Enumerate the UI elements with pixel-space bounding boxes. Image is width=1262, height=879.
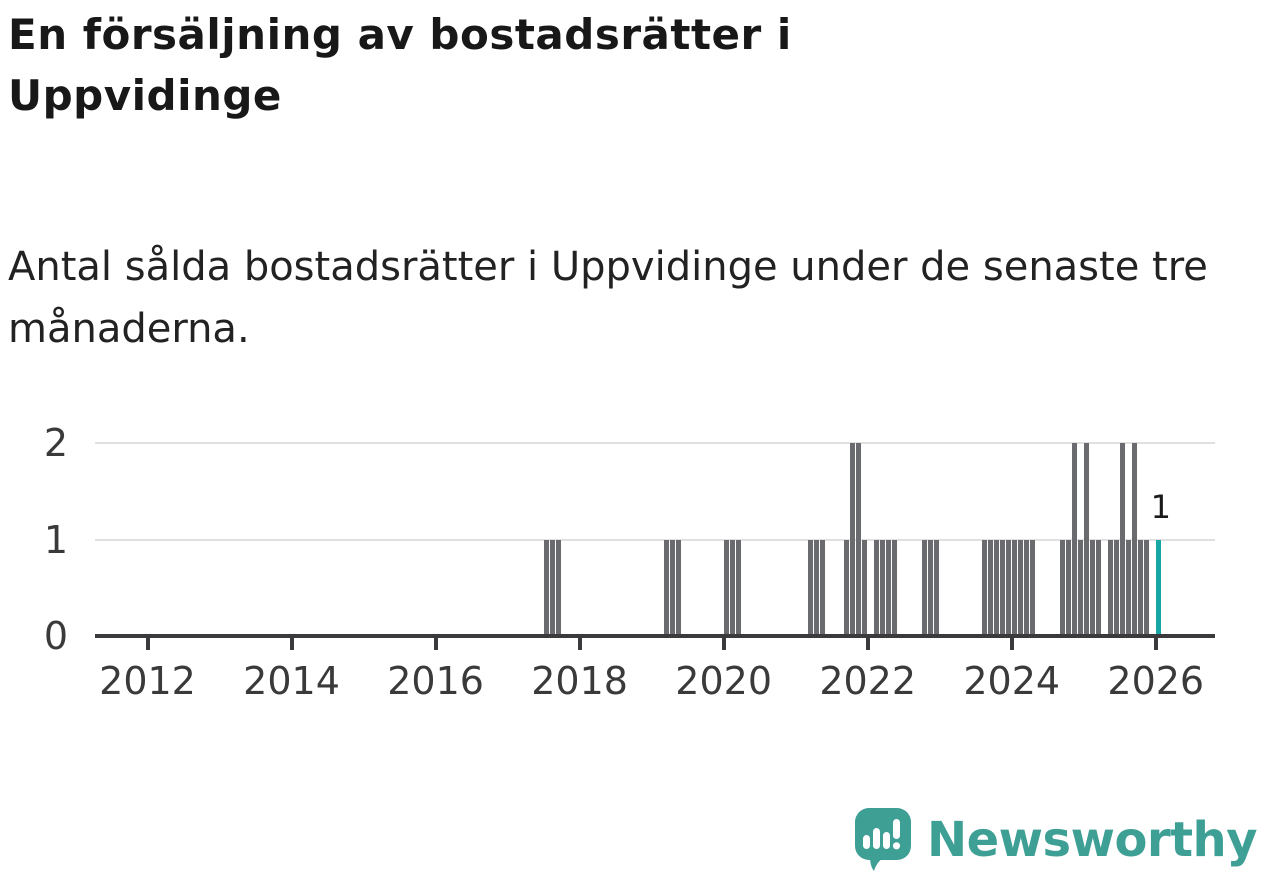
bar bbox=[820, 539, 826, 636]
x-tick-mark bbox=[1009, 636, 1014, 650]
x-tick-label: 2012 bbox=[99, 659, 196, 703]
bar bbox=[670, 539, 676, 636]
bar bbox=[1096, 539, 1102, 636]
chart-subtitle: Antal sålda bostadsrätter i Uppvidinge u… bbox=[8, 244, 1208, 352]
x-tick-label: 2014 bbox=[243, 659, 340, 703]
bar bbox=[1018, 539, 1024, 636]
bar bbox=[544, 539, 550, 636]
bar bbox=[856, 443, 862, 636]
bar bbox=[1072, 443, 1078, 636]
bar bbox=[982, 539, 988, 636]
bar bbox=[1066, 539, 1072, 636]
bar-chart: 0 1 2 2012 2014 2016 2018 2020 2022 2024 2026 1 bbox=[43, 421, 1215, 703]
bar bbox=[862, 539, 868, 636]
bar bbox=[1126, 539, 1132, 636]
bar bbox=[1114, 539, 1120, 636]
bar bbox=[1000, 539, 1006, 636]
bar bbox=[994, 539, 1000, 636]
bar bbox=[1144, 539, 1150, 636]
x-tick-mark bbox=[865, 636, 870, 650]
newsworthy-logo: Newsworthy bbox=[854, 807, 1258, 873]
x-tick-label: 2026 bbox=[1107, 659, 1205, 703]
y-tick-label: 1 bbox=[43, 517, 68, 562]
bar-highlight bbox=[1156, 539, 1162, 636]
y-tick-label: 0 bbox=[43, 614, 68, 658]
bar bbox=[814, 539, 820, 636]
x-axis-line bbox=[95, 634, 1215, 638]
bar bbox=[664, 539, 670, 636]
bar bbox=[1108, 539, 1114, 636]
bar bbox=[1138, 539, 1144, 636]
bar bbox=[1084, 443, 1090, 636]
x-tick-label: 2018 bbox=[531, 659, 628, 703]
y-tick-label: 2 bbox=[43, 421, 68, 465]
newsworthy-wordmark: Newsworthy bbox=[926, 812, 1258, 868]
bar bbox=[1012, 539, 1018, 636]
chart-title: En försäljning av bostadsrätter i Uppvid… bbox=[8, 10, 792, 120]
x-tick-label: 2024 bbox=[963, 659, 1061, 703]
x-tick-label: 2016 bbox=[387, 659, 484, 703]
bar bbox=[892, 539, 898, 636]
x-tick-mark bbox=[145, 636, 150, 650]
newsworthy-logo-icon bbox=[854, 808, 911, 871]
bar bbox=[844, 539, 850, 636]
bar bbox=[1006, 539, 1012, 636]
bar bbox=[922, 539, 928, 636]
bar bbox=[808, 539, 814, 636]
x-tick-mark bbox=[289, 636, 294, 650]
bar bbox=[988, 539, 994, 636]
x-tick-mark bbox=[721, 636, 726, 650]
bar bbox=[736, 539, 742, 636]
bar bbox=[1120, 443, 1126, 636]
bar bbox=[886, 539, 892, 636]
bar bbox=[850, 443, 856, 636]
last-value-label: 1 bbox=[1150, 488, 1171, 526]
gridline bbox=[95, 538, 1215, 541]
x-tick-mark bbox=[433, 636, 438, 650]
gridline bbox=[95, 442, 1215, 444]
bar bbox=[550, 539, 556, 636]
bar bbox=[730, 539, 736, 636]
bar bbox=[880, 539, 886, 636]
bar bbox=[874, 539, 880, 636]
bar bbox=[1024, 539, 1030, 636]
x-tick-mark bbox=[577, 636, 582, 650]
bar bbox=[556, 539, 562, 636]
bar bbox=[724, 539, 730, 636]
bar bbox=[928, 539, 934, 636]
bar bbox=[1078, 539, 1084, 636]
bar bbox=[1030, 539, 1036, 636]
x-tick-label: 2020 bbox=[675, 659, 773, 703]
x-tick-label: 2022 bbox=[819, 659, 917, 703]
x-tick-mark bbox=[1153, 636, 1158, 650]
bar bbox=[1060, 539, 1066, 636]
bar bbox=[1132, 443, 1138, 636]
bar bbox=[1090, 539, 1096, 636]
bar bbox=[676, 539, 682, 636]
bar bbox=[934, 539, 940, 636]
